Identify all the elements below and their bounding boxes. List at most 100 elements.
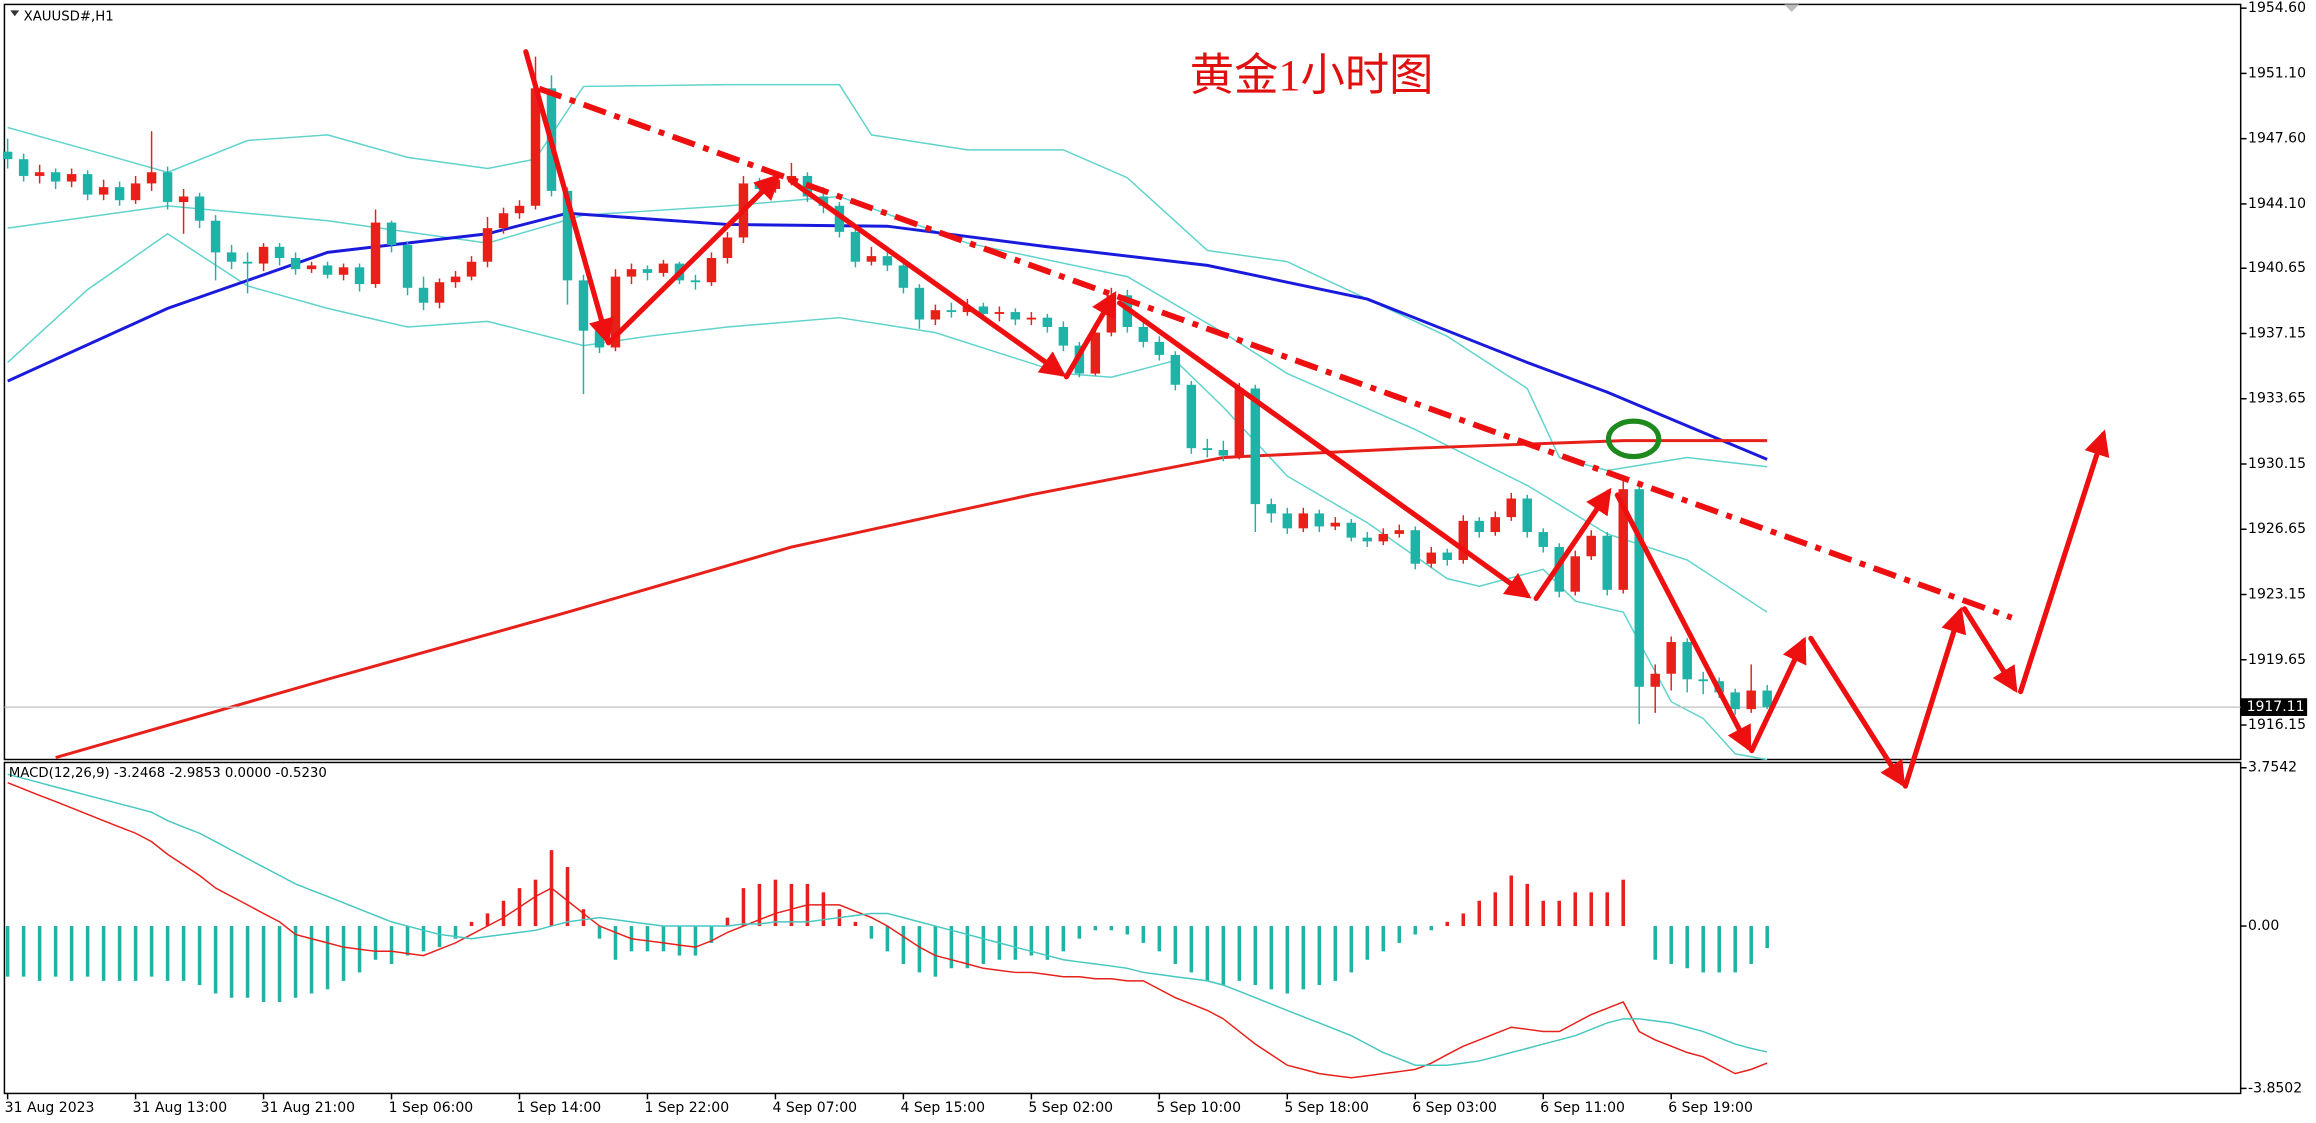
candle-body (354, 267, 365, 285)
candle-body (690, 280, 701, 283)
candle-body (1026, 317, 1037, 320)
candle-body (1602, 535, 1612, 590)
candle-body (1346, 522, 1357, 538)
candle-body (1010, 312, 1021, 320)
candle-body (850, 231, 861, 262)
arrow (1063, 291, 1117, 380)
candle-body (610, 276, 621, 348)
candle-body (1682, 642, 1692, 680)
candle-body (1250, 388, 1261, 505)
candle-body (242, 261, 253, 264)
arrow (1808, 635, 1906, 788)
candle-body (1762, 690, 1772, 708)
candle-body (402, 244, 413, 288)
analyst-drawings (523, 49, 2110, 789)
arrow (1533, 487, 1612, 602)
candle-body (1154, 341, 1165, 355)
candle-body (1298, 513, 1309, 529)
candle-body (114, 187, 125, 201)
candle-body (434, 282, 445, 303)
macd-pane (3, 761, 2242, 1095)
y-tick-label: 1947.60 (2248, 131, 2306, 147)
y-tick-label: 3.7542 (2248, 760, 2297, 776)
candle-body (338, 267, 349, 275)
candle-body (1410, 530, 1421, 564)
candle-body (210, 220, 221, 253)
indicator-line (7, 211, 1768, 461)
candle-body (562, 190, 573, 281)
candle-body (706, 257, 717, 283)
last-price-box (2240, 698, 2308, 716)
candle-body (946, 310, 957, 313)
candle-body (882, 256, 893, 266)
x-tick-label: 5 Sep 18:00 (1284, 1100, 1369, 1116)
y-tick-label: 1923.15 (2248, 587, 2306, 603)
candle-body (866, 256, 877, 262)
candle-body (578, 280, 589, 331)
arrow (605, 173, 781, 346)
candle-body (98, 187, 109, 195)
candle-body (1650, 673, 1660, 687)
last-price-label: 1917.11 (2247, 699, 2305, 715)
candle-body (1090, 332, 1101, 374)
x-tick-label: 5 Sep 10:00 (1156, 1100, 1241, 1116)
candle-body (786, 175, 797, 180)
candle-body (1234, 388, 1245, 456)
candle-body (482, 228, 493, 262)
candle-body (1442, 552, 1452, 561)
candle-body (914, 287, 925, 320)
candle-body (1394, 530, 1405, 534)
candle-body (1506, 498, 1516, 518)
y-tick-label: 1926.65 (2248, 521, 2306, 537)
x-tick-label: 31 Aug 2023 (5, 1100, 95, 1116)
candle-body (1058, 326, 1069, 346)
candle-body (450, 276, 461, 283)
candle-body (1186, 384, 1197, 449)
candle-body (1730, 692, 1740, 710)
x-tick-label: 31 Aug 21:00 (261, 1100, 355, 1116)
candle-body (82, 174, 93, 195)
highlight-circle (1605, 418, 1662, 460)
candle-body (1138, 326, 1149, 342)
x-tick-label: 31 Aug 13:00 (133, 1100, 227, 1116)
candle-body (498, 213, 509, 229)
chart-title: 黄金1小时图 (1190, 51, 1434, 100)
x-tick-label: 6 Sep 11:00 (1540, 1100, 1625, 1116)
candle-body (1474, 520, 1484, 533)
candle-body (34, 172, 45, 176)
candle-body (18, 159, 29, 176)
macd-line (7, 773, 1768, 1066)
y-tick-label: 1951.10 (2248, 65, 2306, 81)
candle-body (466, 261, 477, 277)
shift-marker (1784, 4, 1800, 12)
y-tick-label: 1937.15 (2248, 325, 2306, 341)
arrow (787, 177, 1067, 377)
x-tick-label: 1 Sep 14:00 (517, 1100, 602, 1116)
y-tick-label: 1919.65 (2248, 652, 2306, 668)
candle-body (226, 252, 237, 262)
x-tick-label: 4 Sep 07:00 (772, 1100, 857, 1116)
candle-body (162, 172, 173, 203)
macd-header: MACD(12,26,9) -3.2468 -2.9853 0.0000 -0.… (9, 766, 327, 781)
candle-body (1538, 532, 1548, 547)
arrow (2018, 429, 2110, 695)
candle-body (290, 257, 301, 270)
candle-body (626, 269, 637, 277)
x-tick-label: 6 Sep 19:00 (1668, 1100, 1753, 1116)
candle-body (1170, 354, 1181, 385)
x-tick-label: 5 Sep 02:00 (1028, 1100, 1113, 1116)
symbol-label: XAUUSD#,H1 (24, 9, 114, 24)
x-tick-label: 6 Sep 03:00 (1412, 1100, 1497, 1116)
candle-body (386, 222, 397, 245)
arrow (1117, 300, 1532, 599)
x-tick-label: 1 Sep 06:00 (389, 1100, 474, 1116)
indicator-line (7, 83, 1768, 472)
price-pane (3, 3, 2242, 761)
arrow (1614, 492, 1752, 753)
arrow (523, 49, 614, 345)
arrow (1902, 606, 1967, 789)
candle-body (1666, 642, 1676, 674)
